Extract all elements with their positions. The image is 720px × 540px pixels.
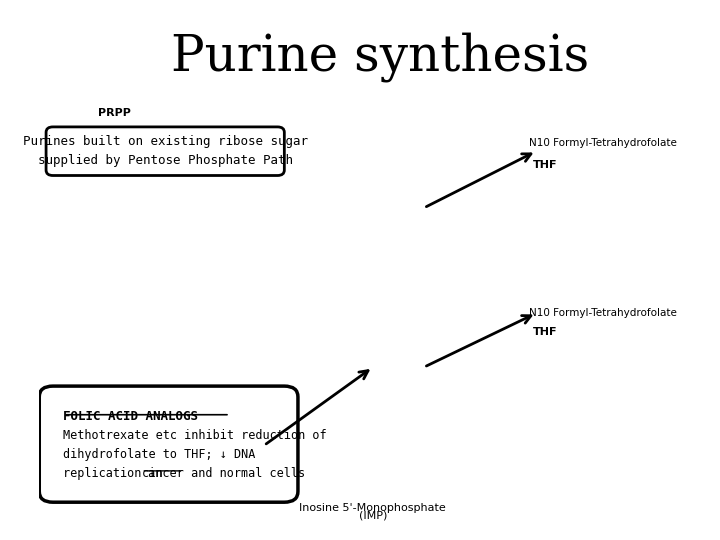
Text: supplied by Pentose Phosphate Path: supplied by Pentose Phosphate Path (37, 154, 293, 167)
FancyBboxPatch shape (40, 386, 298, 502)
Text: FOLIC ACID ANALOGS: FOLIC ACID ANALOGS (63, 410, 198, 423)
Text: Purines built on existing ribose sugar: Purines built on existing ribose sugar (23, 135, 307, 148)
Text: THF: THF (533, 327, 557, 337)
Text: and normal cells: and normal cells (184, 467, 305, 480)
Text: N10 Formyl-Tetrahydrofolate: N10 Formyl-Tetrahydrofolate (529, 138, 678, 148)
Text: Inosine 5'-Monophosphate: Inosine 5'-Monophosphate (300, 503, 446, 512)
Text: Methotrexate etc inhibit reduction of: Methotrexate etc inhibit reduction of (63, 429, 327, 442)
FancyBboxPatch shape (46, 127, 284, 176)
Text: dihydrofolate to THF; ↓ DNA: dihydrofolate to THF; ↓ DNA (63, 448, 256, 461)
Text: N10 Formyl-Tetrahydrofolate: N10 Formyl-Tetrahydrofolate (529, 308, 678, 318)
Text: replication in: replication in (63, 467, 170, 480)
Text: PRPP: PRPP (98, 109, 130, 118)
Text: Purine synthesis: Purine synthesis (171, 32, 589, 83)
Text: THF: THF (533, 160, 557, 170)
Text: cancer: cancer (141, 467, 184, 480)
Text: (IMP): (IMP) (359, 511, 387, 521)
